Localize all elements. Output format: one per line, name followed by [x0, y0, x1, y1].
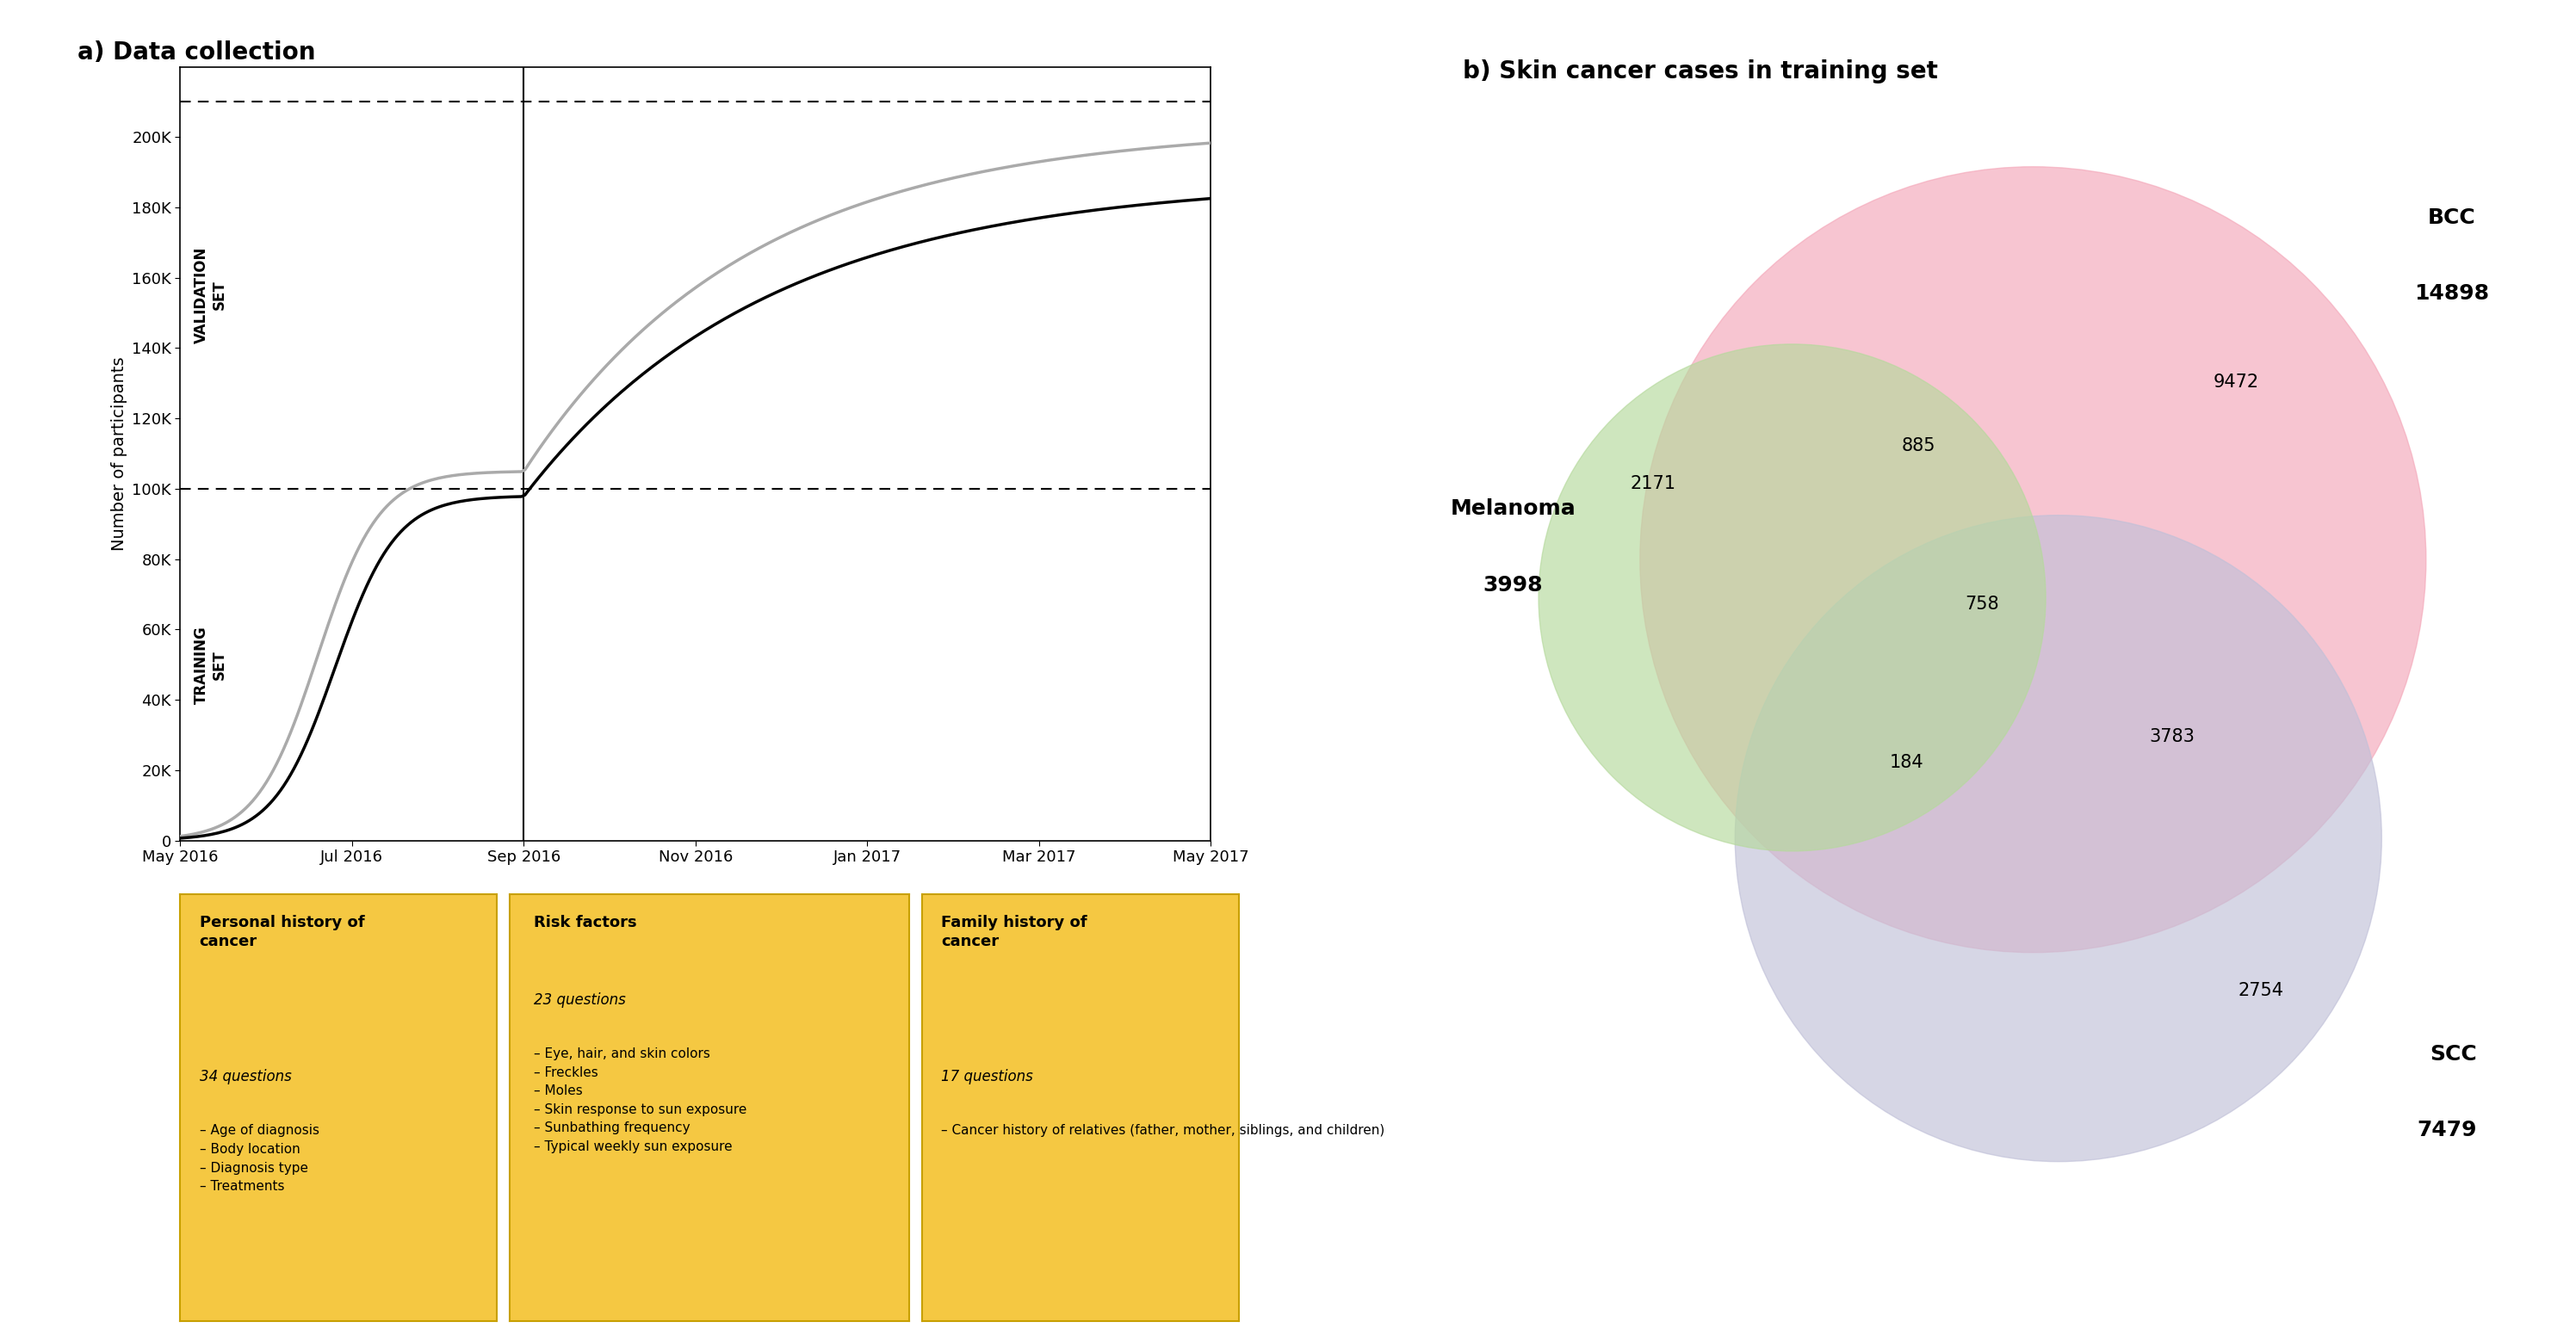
Y-axis label: Number of participants: Number of participants: [111, 356, 126, 551]
Text: 14898: 14898: [2414, 283, 2488, 304]
Text: SCC: SCC: [2429, 1043, 2476, 1065]
Text: Risk factors: Risk factors: [533, 915, 636, 931]
Text: 17 questions: 17 questions: [940, 1069, 1033, 1085]
Text: – Cancer history of relatives (father, mother, siblings, and children): – Cancer history of relatives (father, m…: [940, 1125, 1386, 1137]
Text: 184: 184: [1888, 754, 1924, 771]
Text: – Age of diagnosis
– Body location
– Diagnosis type
– Treatments: – Age of diagnosis – Body location – Dia…: [198, 1125, 319, 1193]
Text: BCC: BCC: [2427, 207, 2476, 228]
Text: VALIDATION
SET: VALIDATION SET: [193, 247, 227, 344]
Text: 9472: 9472: [2213, 374, 2259, 391]
Text: Melanoma: Melanoma: [1450, 499, 1577, 519]
Text: 885: 885: [1901, 438, 1937, 454]
Circle shape: [1641, 167, 2427, 952]
Text: – Eye, hair, and skin colors
– Freckles
– Moles
– Skin response to sun exposure
: – Eye, hair, and skin colors – Freckles …: [533, 1047, 747, 1154]
Text: 2171: 2171: [1631, 475, 1674, 492]
Text: b) Skin cancer cases in training set: b) Skin cancer cases in training set: [1463, 59, 1937, 83]
Text: 7479: 7479: [2416, 1119, 2476, 1141]
Text: Family history of
cancer: Family history of cancer: [940, 915, 1087, 948]
Text: 758: 758: [1965, 595, 1999, 612]
Circle shape: [1538, 344, 2045, 851]
Text: 2754: 2754: [2239, 982, 2285, 999]
Text: 3783: 3783: [2151, 728, 2195, 746]
Text: a) Data collection: a) Data collection: [77, 40, 314, 64]
Circle shape: [1736, 515, 2383, 1162]
Text: TRAINING
SET: TRAINING SET: [193, 626, 227, 703]
Text: Personal history of
cancer: Personal history of cancer: [198, 915, 363, 948]
Text: 23 questions: 23 questions: [533, 992, 626, 1007]
Text: 34 questions: 34 questions: [198, 1069, 291, 1085]
Text: 3998: 3998: [1484, 575, 1543, 595]
